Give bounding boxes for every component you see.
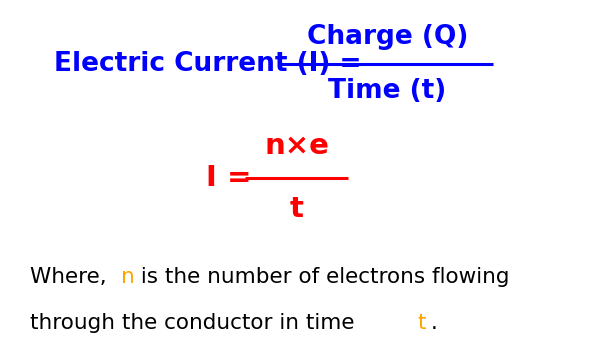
Text: I =: I =: [206, 164, 251, 191]
Text: n: n: [120, 267, 134, 287]
Text: Time (t): Time (t): [328, 78, 446, 104]
Text: Charge (Q): Charge (Q): [307, 24, 468, 50]
Text: t: t: [290, 195, 303, 223]
Text: Electric Current (I) =: Electric Current (I) =: [54, 51, 362, 77]
Text: t: t: [417, 313, 427, 333]
Text: n×e: n×e: [264, 132, 329, 160]
Text: Where,: Where,: [30, 267, 114, 287]
Text: .: .: [431, 313, 437, 333]
Text: through the conductor in time: through the conductor in time: [30, 313, 362, 333]
Text: is the number of electrons flowing: is the number of electrons flowing: [134, 267, 509, 287]
